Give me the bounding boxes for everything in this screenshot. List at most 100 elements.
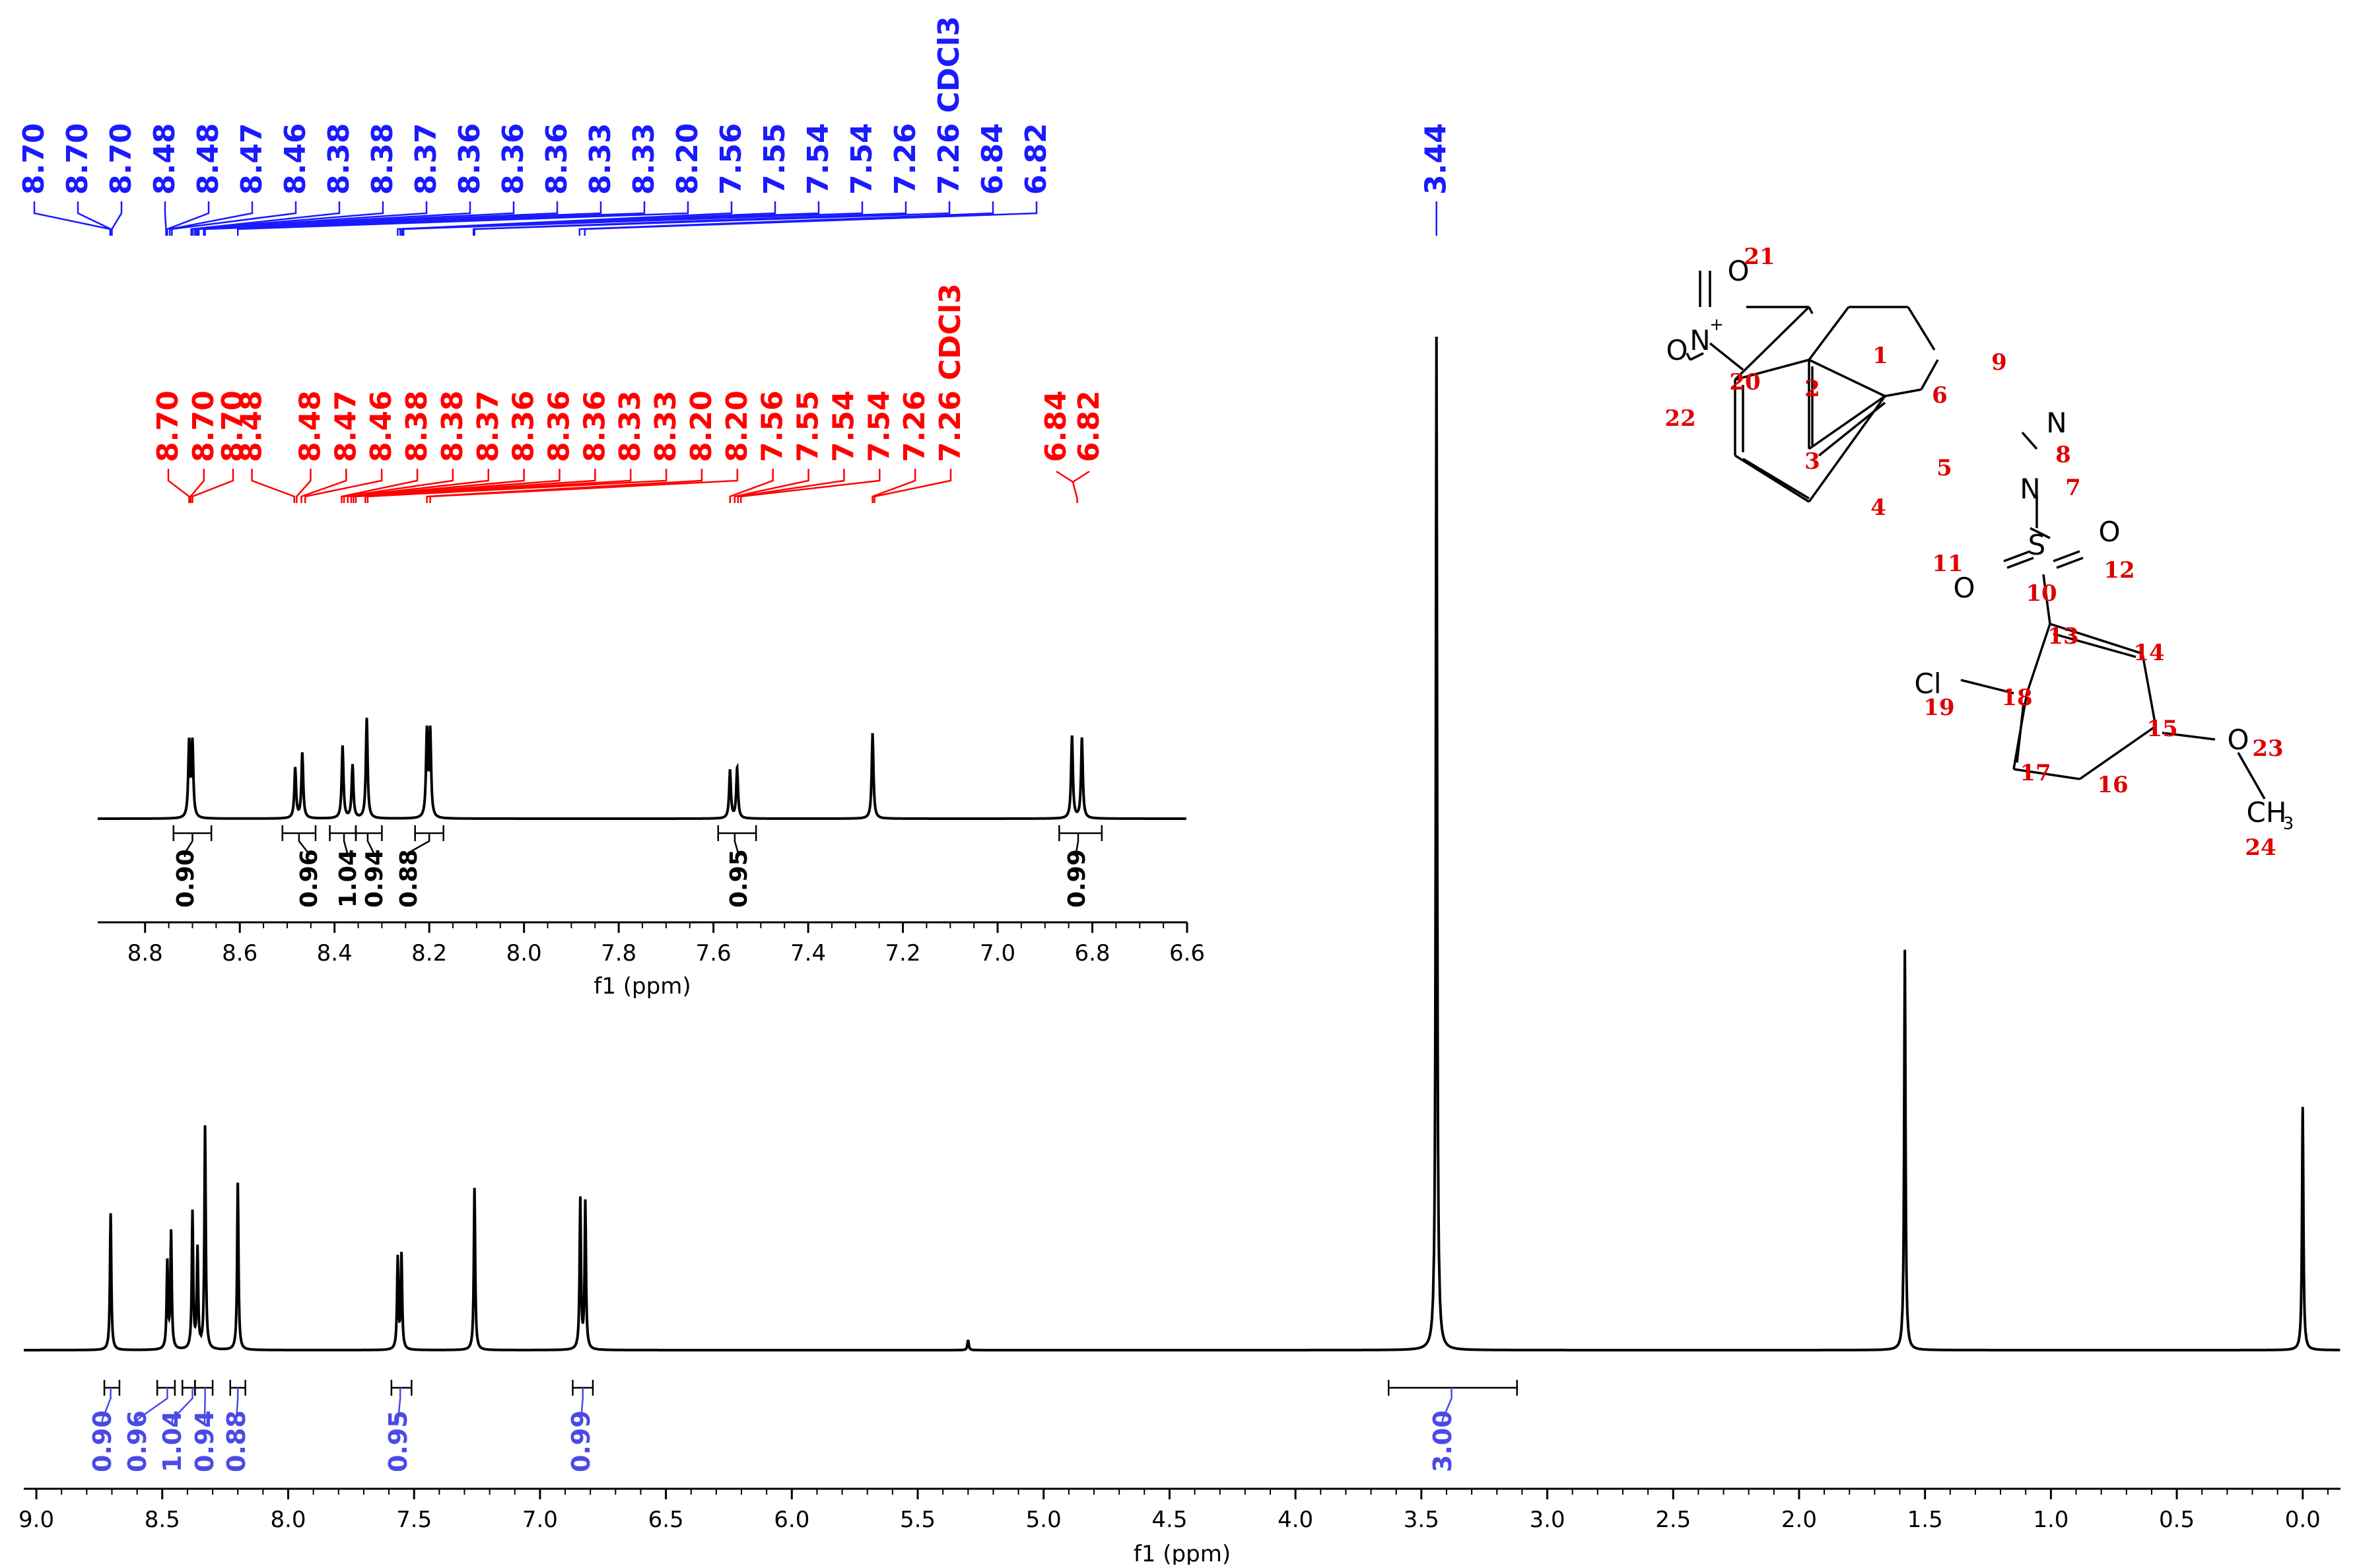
- red-peak-leader-17: [729, 469, 774, 503]
- red-peak-label-2: 8.70: [216, 390, 250, 462]
- inset-integral-leader-4: [407, 833, 430, 857]
- blue-peak-leader-9: [193, 201, 428, 236]
- red-peak-leader-8: [343, 469, 454, 503]
- structure-bond-34: [2079, 725, 2156, 780]
- structure-atom-label-1: N: [1690, 324, 1710, 357]
- structure-bond-26: [2030, 527, 2051, 539]
- structure-bond-28: [2003, 550, 2031, 562]
- red-peak-label-1: 8.70: [187, 390, 221, 462]
- structure-atom-label-4: N: [2046, 407, 2067, 439]
- main-x-tick-label-8: 5.0: [1026, 1507, 1062, 1533]
- structure-atom-label-9: Cl: [1915, 667, 1942, 700]
- structure-bond-27: [2006, 557, 2034, 569]
- structure-atom-number-15: 16: [2097, 772, 2128, 798]
- blue-peak-label-4: 8.48: [191, 123, 225, 195]
- main-x-tick-label-5: 6.5: [648, 1507, 684, 1533]
- structure-atom-label-10: O: [2227, 724, 2249, 756]
- red-peak-label-19: 7.54: [827, 390, 860, 462]
- main-x-tick-label-6: 6.0: [774, 1507, 809, 1533]
- red-peak-leader-g2: [1072, 481, 1078, 503]
- blue-peak-leader-14: [204, 201, 646, 236]
- inset-integral-leader-5: [734, 833, 739, 857]
- blue-peak-label-3: 8.48: [148, 123, 182, 195]
- blue-peak-leader-3: [164, 201, 167, 236]
- structure-bond-9: [1808, 395, 1886, 450]
- main-integral-label-4: 0.88: [222, 1410, 251, 1472]
- structure-atom-number-4: 5: [1936, 455, 1952, 481]
- main-integral-label-2: 1.04: [158, 1410, 187, 1472]
- red-peak-label-10: 8.36: [507, 390, 541, 462]
- blue-peak-leader-4: [166, 201, 210, 236]
- inset-integral-label-5: 0.95: [726, 849, 753, 908]
- structure-atom-number-17: 18: [2001, 685, 2032, 711]
- inset-x-tick-label-8: 7.2: [885, 940, 921, 967]
- red-peak-label-16: 8.20: [720, 390, 754, 462]
- blue-peak-labels: 8.70 8.70 8.70 8.48 8.48 8.47 8.46 8.38 8.38 8.37…: [17, 16, 1453, 236]
- inset-spectrum: 0.90 0.96 1.04 0.94 0.88 0.95 0.99 8.8 8.6 8.4 8.2…: [98, 718, 1205, 1000]
- blue-peak-leader-16: [397, 201, 733, 236]
- inset-integral-label-2: 1.04: [335, 849, 362, 908]
- main-integral-label-5: 0.95: [384, 1410, 413, 1472]
- blue-peak-leader-23: [584, 201, 1038, 236]
- blue-peak-label-14: 8.33: [627, 123, 661, 195]
- structure-bond-1: [1808, 306, 1814, 314]
- main-integral-label-6: 0.99: [566, 1410, 596, 1472]
- main-x-tick-label-15: 1.5: [1907, 1507, 1943, 1533]
- structure-bond-16: [1808, 395, 1886, 503]
- main-integral-leader-1: [136, 1388, 168, 1423]
- red-peak-label-17: 7.56: [756, 390, 790, 462]
- structure-bond-6: [1884, 388, 1922, 397]
- structure-bond-13: [1734, 306, 1810, 381]
- structure-bond-5: [1920, 359, 1939, 390]
- blue-peak-label-9: 8.37: [409, 123, 443, 195]
- structure-atom-number-8: 9: [1991, 349, 2007, 376]
- structure-atom-number-19: 20: [1729, 369, 1760, 395]
- inset-integral-label-0: 0.90: [172, 849, 199, 908]
- main-x-tick-label-13: 2.5: [1655, 1507, 1691, 1533]
- red-peak-label-0: 8.70: [151, 390, 185, 462]
- main-x-tick-label-9: 4.5: [1151, 1507, 1187, 1533]
- structure-atom-number-7: 8: [2055, 442, 2071, 468]
- main-x-tick-label-7: 5.5: [900, 1507, 936, 1533]
- red-peak-leader-19: [737, 469, 845, 503]
- red-peak-leader-10: [350, 469, 525, 503]
- red-peak-label-22: 7.26 CDCl3: [934, 283, 967, 462]
- blue-peak-label-15: 8.20: [671, 123, 704, 195]
- structure-bond-18: [1742, 458, 1810, 500]
- main-x-tick-label-14: 2.0: [1781, 1507, 1817, 1533]
- red-peak-label-g2-0: 6.84: [1039, 390, 1073, 462]
- structure-atom-number-21: 22: [1664, 405, 1695, 432]
- red-peak-leader-4: [296, 469, 312, 503]
- structure-atom-number-18: 19: [1923, 695, 1954, 721]
- blue-peak-label-13: 8.33: [584, 123, 617, 195]
- red-peak-leader-5: [300, 469, 347, 503]
- blue-peak-leader-11: [196, 201, 515, 236]
- structure-atom-number-3: 4: [1870, 494, 1886, 521]
- red-peak-label-9: 8.37: [471, 390, 505, 462]
- inset-integral-leader-0: [184, 833, 193, 857]
- structure-atom-number-12: 13: [2047, 623, 2078, 650]
- structure-atom-number-22: 23: [2252, 735, 2283, 762]
- blue-peak-leader-15: [236, 201, 689, 236]
- structure-atom-number-9: 10: [2026, 580, 2057, 607]
- structure-atom-number-20: 21: [1744, 244, 1775, 270]
- structure-atom-number-10: 11: [1932, 551, 1963, 577]
- blue-peak-leader-6: [171, 201, 297, 236]
- main-integral-leader-4: [235, 1388, 239, 1423]
- main-integral-leader-0: [101, 1388, 112, 1423]
- red-peak-leader-12: [355, 469, 596, 503]
- blue-peak-label-5: 8.47: [235, 123, 269, 195]
- blue-peak-leader-12: [197, 201, 559, 236]
- red-peak-label-8: 8.38: [436, 390, 469, 462]
- main-x-tick-label-1: 8.5: [145, 1507, 180, 1533]
- structure-atom-label-12: 3: [2283, 814, 2294, 834]
- main-spectrum-trace: [24, 336, 2340, 1351]
- inset-x-tick-label-11: 6.6: [1169, 940, 1205, 967]
- structure-atom-number-14: 15: [2146, 716, 2177, 742]
- structure-bond-7: [1808, 358, 1886, 397]
- inset-integral-label-1: 0.96: [296, 849, 323, 908]
- blue-peak-label-6: 8.46: [279, 123, 312, 195]
- structure-bond-2: [1808, 306, 1850, 361]
